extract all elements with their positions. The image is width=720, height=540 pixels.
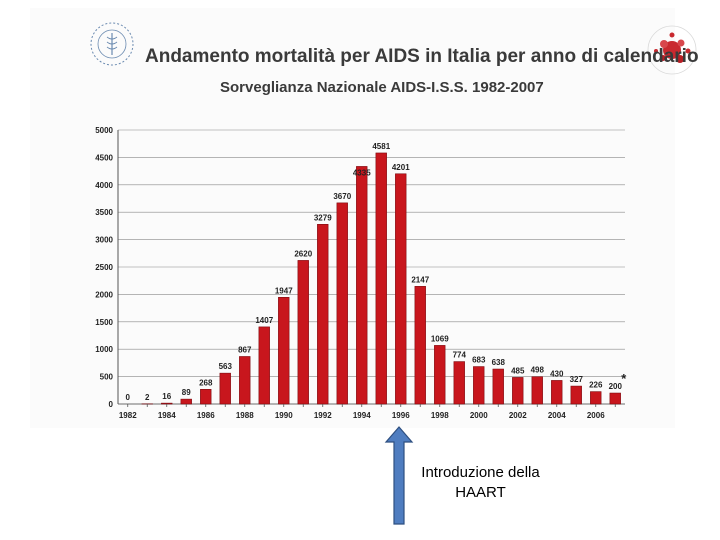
bar — [297, 260, 309, 405]
bar — [200, 389, 212, 405]
bar — [570, 385, 582, 405]
bar-chart: 0 2 16 89 268 563 867 1407 1947 2620 3279 3670 4335 4… — [95, 126, 627, 420]
y-tick-label: 3500 — [95, 208, 113, 217]
data-label: 327 — [570, 375, 584, 384]
bar — [414, 286, 426, 405]
bars — [141, 152, 621, 405]
x-tick-label: 1982 — [119, 411, 137, 420]
bar — [473, 366, 485, 405]
data-label: 430 — [550, 369, 564, 378]
annotation-line-2: HAART — [455, 484, 506, 501]
chart-title: Andamento mortalità per AIDS in Italia p… — [145, 46, 699, 67]
annotation-line-1: Introduzione della — [421, 464, 540, 481]
haart-annotation: Introduzione della HAART — [408, 463, 553, 503]
data-label: 2147 — [411, 275, 429, 284]
bar — [219, 372, 231, 405]
data-label: 226 — [589, 381, 603, 390]
x-tick-label: 1996 — [392, 411, 410, 420]
data-label: 0 — [126, 393, 131, 402]
data-label: 1069 — [431, 334, 449, 343]
bar — [317, 224, 329, 405]
data-label: 563 — [219, 362, 233, 371]
y-tick-label: 2000 — [95, 290, 113, 299]
bar — [512, 377, 524, 405]
data-label: 2 — [145, 393, 150, 402]
data-label: 268 — [199, 378, 213, 387]
y-tick-label: 0 — [109, 400, 114, 409]
chart-slide-image: Andamento mortalità per AIDS in Italia p… — [30, 8, 699, 428]
x-tick-label: 1988 — [236, 411, 254, 420]
y-tick-label: 4000 — [95, 181, 113, 190]
x-tick-label: 1984 — [158, 411, 176, 420]
data-label: 1407 — [255, 316, 273, 325]
bar — [356, 166, 368, 405]
bar — [531, 376, 543, 405]
chart-subtitle: Sorveglianza Nazionale AIDS-I.S.S. 1982-… — [220, 79, 544, 96]
bar — [161, 402, 173, 405]
haart-arrow-icon — [384, 426, 414, 525]
y-tick-label: 5000 — [95, 126, 113, 135]
bar — [492, 368, 504, 405]
data-label: 683 — [472, 356, 486, 365]
x-tick-label: 2006 — [587, 411, 605, 420]
y-axis: 0 500 1000 1500 2000 2500 3000 3500 4000 4500 5000 — [95, 126, 119, 409]
x-tick-label: 2002 — [509, 411, 527, 420]
data-label: 774 — [453, 351, 467, 360]
data-label: 3279 — [314, 213, 332, 222]
data-label: 200 — [609, 382, 623, 391]
y-tick-label: 500 — [100, 373, 114, 382]
value-labels: 0 2 16 89 268 563 867 1407 1947 2620 3279 3670 4335 4… — [126, 142, 623, 402]
bar — [375, 152, 387, 405]
bar — [336, 202, 348, 405]
data-label: 89 — [182, 388, 191, 397]
x-tick-label: 2000 — [470, 411, 488, 420]
data-label: 498 — [531, 366, 545, 375]
bar — [434, 345, 446, 405]
bar — [609, 392, 621, 405]
data-label: 638 — [492, 358, 506, 367]
operatori-aids-logo — [647, 25, 697, 75]
y-tick-label: 4500 — [95, 153, 113, 162]
bar — [551, 380, 563, 405]
data-label: 3670 — [333, 192, 351, 201]
x-tick-label: 1986 — [197, 411, 215, 420]
footnote-marker: * — [621, 371, 627, 386]
x-tick-label: 1994 — [353, 411, 371, 420]
data-label: 2620 — [294, 249, 312, 258]
bar — [590, 391, 602, 405]
y-tick-label: 1500 — [95, 318, 113, 327]
data-label: 4335 — [353, 168, 371, 177]
data-label: 1947 — [275, 286, 293, 295]
y-tick-label: 3000 — [95, 236, 113, 245]
iss-logo — [90, 22, 134, 66]
grid-lines — [118, 129, 625, 405]
y-tick-label: 2500 — [95, 263, 113, 272]
bar — [278, 297, 290, 405]
data-label: 16 — [162, 392, 171, 401]
bar — [258, 326, 270, 405]
data-label: 485 — [511, 366, 525, 375]
bar — [239, 356, 251, 405]
bar — [453, 361, 465, 405]
bar — [180, 398, 192, 405]
data-label: 4581 — [372, 142, 390, 151]
x-tick-label: 1990 — [275, 411, 293, 420]
data-label: 4201 — [392, 163, 410, 172]
x-tick-label: 1998 — [431, 411, 449, 420]
x-axis: 1982 1984 1986 1988 1990 1992 1994 1996 1998 2000… — [119, 404, 616, 420]
bar — [395, 173, 407, 405]
y-tick-label: 1000 — [95, 345, 113, 354]
x-tick-label: 1992 — [314, 411, 332, 420]
data-label: 867 — [238, 345, 252, 354]
x-tick-label: 2004 — [548, 411, 566, 420]
